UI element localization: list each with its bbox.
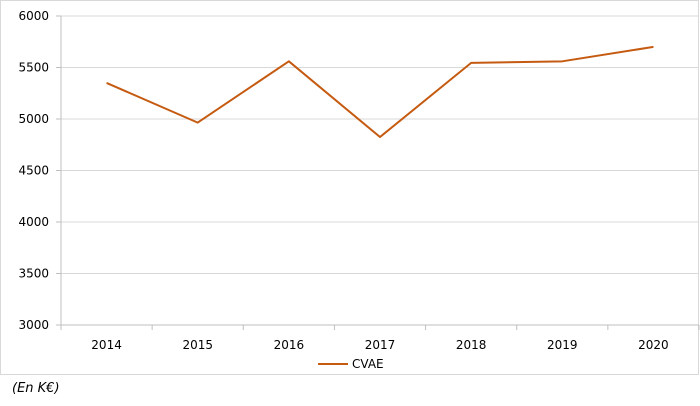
y-tick-label-5000: 5000 (18, 112, 49, 126)
y-tick-label-6000: 6000 (18, 9, 49, 23)
chart-frame (0, 0, 699, 375)
y-axis-ticks: 3000 3500 4000 4500 5000 5500 6000 (18, 9, 61, 332)
y-tick-label-4000: 4000 (18, 215, 49, 229)
x-tick-label-2014: 2014 (91, 338, 122, 352)
x-axis-ticks: 2014 2015 2016 2017 2018 2019 2020 (60, 325, 700, 352)
y-tick-label-4500: 4500 (18, 164, 49, 178)
series-line-cvae (106, 45, 654, 139)
legend: CVAE (318, 357, 384, 371)
grid-lines (61, 15, 699, 274)
x-tick-label-2020: 2020 (638, 338, 669, 352)
y-tick-label-5500: 5500 (18, 61, 49, 75)
legend-label-cvae: CVAE (352, 357, 384, 371)
x-tick-label-2016: 2016 (274, 338, 305, 352)
x-tick-label-2017: 2017 (365, 338, 396, 352)
x-tick-label-2018: 2018 (456, 338, 487, 352)
y-tick-label-3000: 3000 (18, 318, 49, 332)
series-lines (106, 45, 654, 139)
x-tick-label-2015: 2015 (182, 338, 213, 352)
x-tick-label-2019: 2019 (547, 338, 578, 352)
chart-caption: (En K€) (12, 381, 60, 396)
y-tick-label-3500: 3500 (18, 267, 49, 281)
